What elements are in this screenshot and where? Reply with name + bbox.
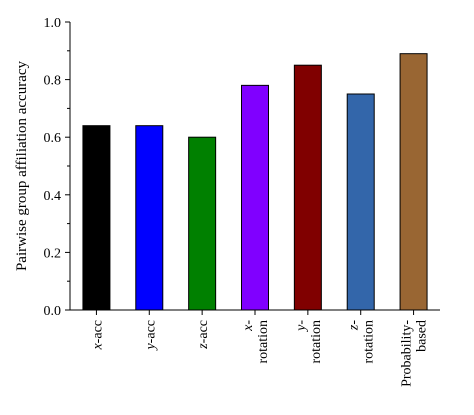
y-tick-label: 0.4 xyxy=(44,189,62,204)
y-tick-label: 1.0 xyxy=(44,16,62,31)
y-tick-label: 0.0 xyxy=(44,304,62,319)
y-ticks-group: 0.0 0.2 0.4 0.6 0.8 1.0 xyxy=(44,16,70,319)
x-category-label: y- xyxy=(294,320,309,333)
bars-group xyxy=(82,53,428,311)
x-category-label: based xyxy=(415,320,430,352)
x-category-label: rotation xyxy=(362,320,377,364)
y-tick-label: 0.2 xyxy=(44,246,62,261)
bar xyxy=(82,125,111,311)
x-category-label: x- xyxy=(241,320,256,332)
x-category-label: rotation xyxy=(256,320,271,364)
bar xyxy=(188,136,217,311)
bar xyxy=(346,93,375,311)
x-category-label: y-acc xyxy=(143,320,158,352)
bar xyxy=(399,53,428,311)
x-category-label: rotation xyxy=(309,320,324,364)
x-category-label: z-acc xyxy=(196,320,211,350)
y-axis-title: Pairwise group affiliation accuracy xyxy=(14,60,30,271)
bar xyxy=(293,64,322,311)
x-category-label: Probability- xyxy=(400,320,415,387)
bar xyxy=(135,125,164,311)
bar xyxy=(241,84,269,311)
y-tick-label: 0.6 xyxy=(44,131,62,146)
y-tick-label: 0.8 xyxy=(44,74,62,89)
x-category-label: z- xyxy=(347,320,362,331)
x-category-label: x-acc xyxy=(90,320,105,351)
